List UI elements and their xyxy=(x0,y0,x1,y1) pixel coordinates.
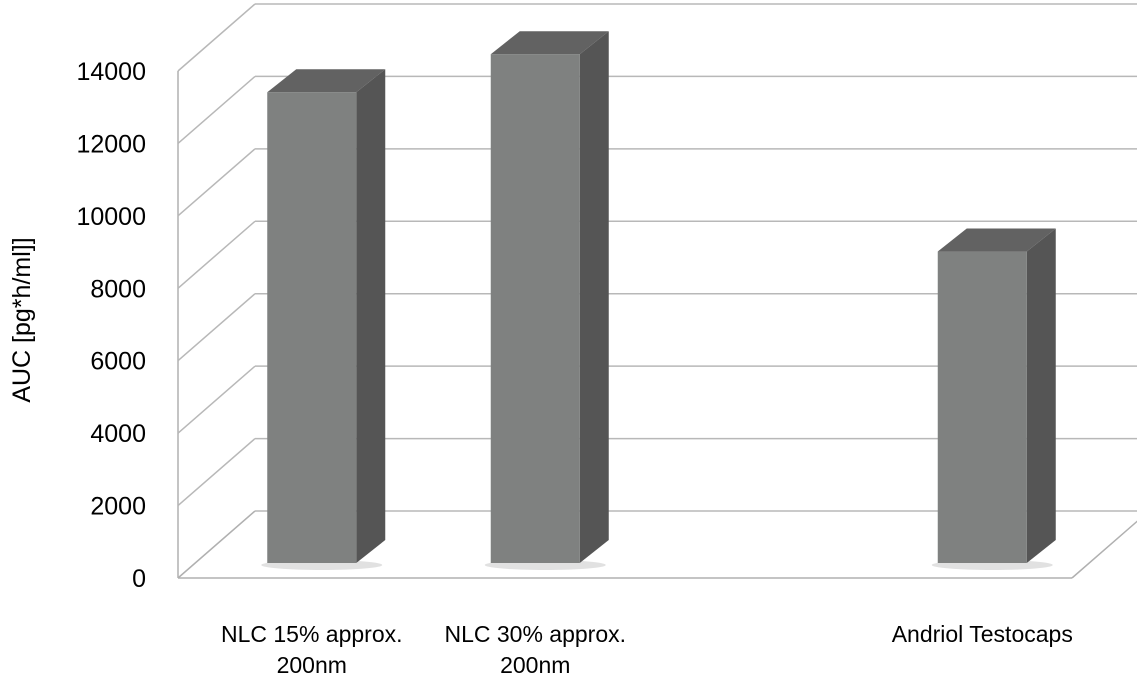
bar-front-face xyxy=(267,92,357,563)
x-category-label: 200nm xyxy=(277,652,347,678)
bar-1 xyxy=(484,31,609,570)
bar-top-face xyxy=(490,31,609,55)
bar-top-face xyxy=(937,228,1056,252)
y-tick-label: 10000 xyxy=(76,203,146,231)
gridline-side-2000 xyxy=(177,438,256,507)
x-category-label: 200nm xyxy=(500,652,570,678)
y-tick-label: 2000 xyxy=(90,493,146,521)
gridlines xyxy=(177,3,1137,512)
bar-3 xyxy=(931,228,1056,570)
y-tick-labels: 0 2000 4000 6000 8000 10000 12000 14000 xyxy=(76,58,146,593)
y-tick-label: 0 xyxy=(132,565,146,593)
bar-top-face xyxy=(267,69,386,93)
bar-side-face xyxy=(356,69,386,563)
gridline-side-6000 xyxy=(177,293,256,362)
gridline-side-10000 xyxy=(177,148,256,217)
gridline-side-4000 xyxy=(177,365,256,434)
y-tick-label: 4000 xyxy=(90,420,146,448)
bar-0 xyxy=(261,69,386,570)
y-axis-title: AUC [pg*h/ml]] xyxy=(8,237,36,402)
bars xyxy=(261,31,1056,570)
floor-right-edge xyxy=(1071,520,1137,579)
gridline-side-14000 xyxy=(177,3,256,72)
bar-side-face xyxy=(579,31,609,564)
floor-left-edge xyxy=(177,510,256,579)
y-tick-label: 8000 xyxy=(90,275,146,303)
bar-front-face xyxy=(937,251,1027,564)
x-category-label: NLC 15% approx. xyxy=(221,621,403,647)
gridline-side-8000 xyxy=(177,220,256,289)
y-tick-label: 14000 xyxy=(76,58,146,86)
y-tick-label: 12000 xyxy=(76,130,146,158)
y-tick-label: 6000 xyxy=(90,348,146,376)
gridline-side-12000 xyxy=(177,75,256,144)
x-category-label: NLC 30% approx. xyxy=(444,621,626,647)
chart-walls xyxy=(177,71,1137,579)
category-labels: NLC 15% approx. 200nm NLC 30% approx. 200nm… xyxy=(221,621,1073,678)
bar-side-face xyxy=(1026,228,1056,564)
bar-front-face xyxy=(490,54,580,564)
x-category-label: Andriol Testocaps xyxy=(892,621,1073,647)
